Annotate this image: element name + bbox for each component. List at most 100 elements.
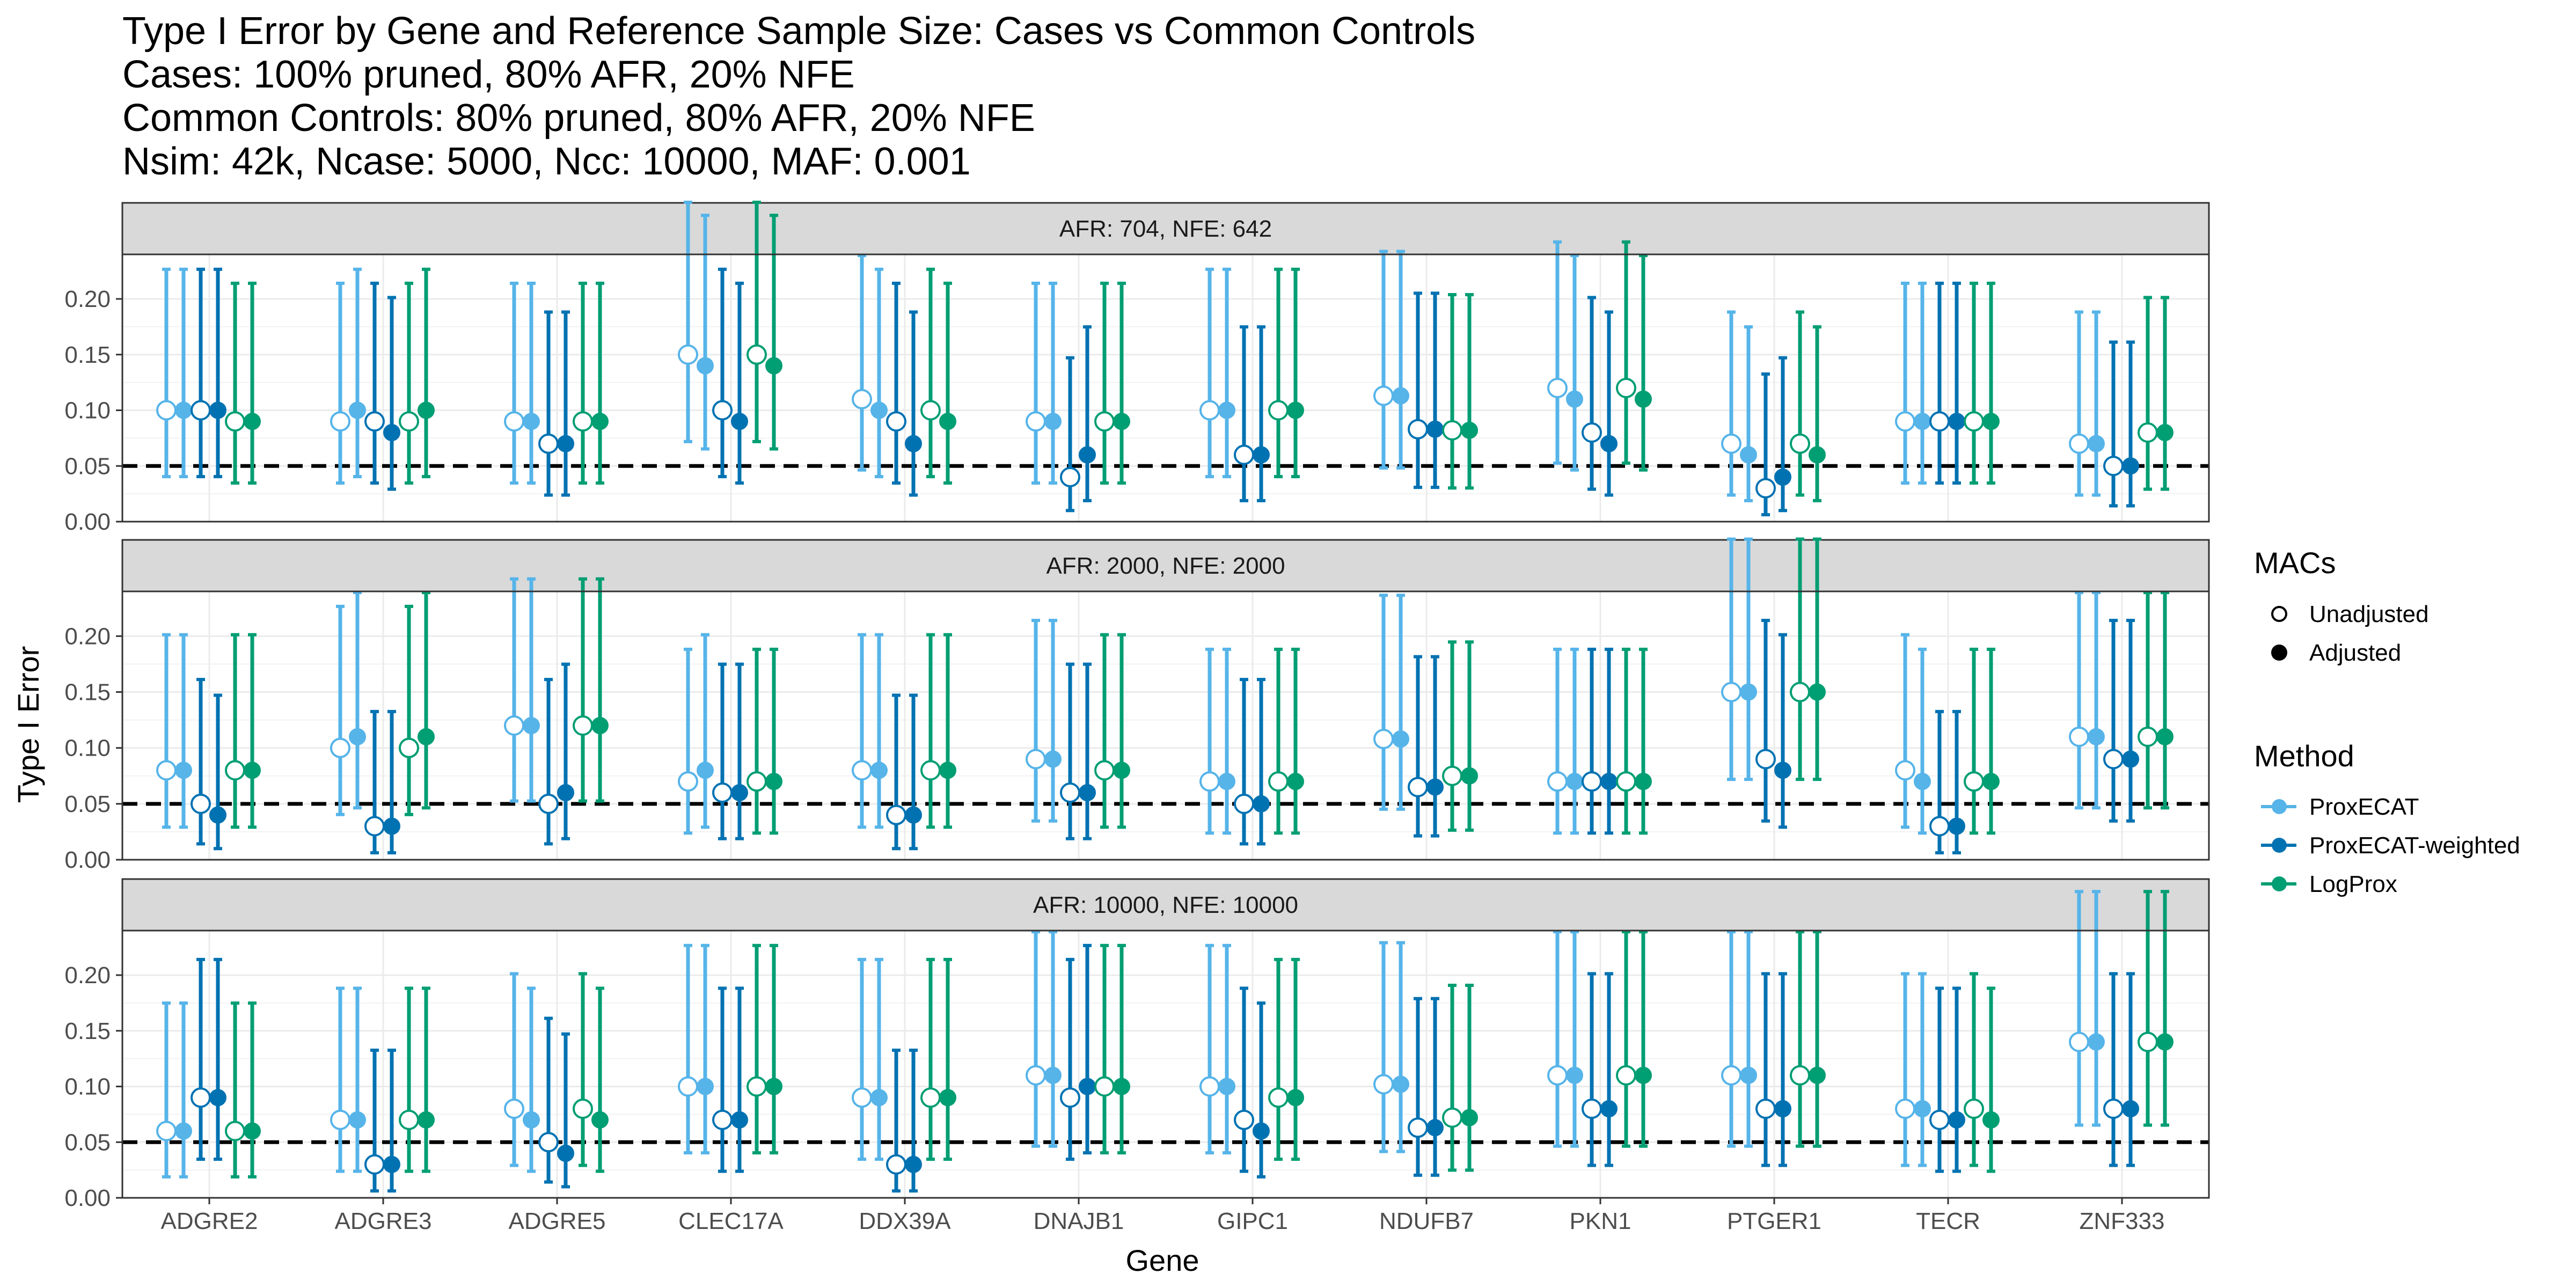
data-point xyxy=(1982,1111,2000,1129)
error-bar xyxy=(1379,250,1388,470)
error-bar xyxy=(596,577,604,803)
error-bar xyxy=(770,943,778,1155)
error-bar xyxy=(353,267,362,479)
data-point xyxy=(1914,1100,1931,1117)
error-bar xyxy=(422,986,430,1173)
data-point xyxy=(156,1121,177,1141)
error-bar xyxy=(1970,281,1978,485)
data-point xyxy=(209,1089,226,1107)
error-bar xyxy=(1605,647,1613,835)
data-point xyxy=(1044,1066,1062,1084)
chart-title: Type I Error by Gene and Reference Sampl… xyxy=(122,10,1475,183)
x-tick-label: ADGRE3 xyxy=(335,1208,432,1234)
data-point xyxy=(2156,424,2174,441)
error-bar xyxy=(1570,254,1579,472)
error-bar xyxy=(405,281,413,485)
y-tick-label: 0.05 xyxy=(64,791,111,817)
data-point xyxy=(747,771,767,792)
facet-strip xyxy=(121,878,2210,932)
data-point xyxy=(175,401,192,419)
panel-border xyxy=(121,590,2210,861)
error-bar xyxy=(2109,972,2118,1167)
panel-border xyxy=(121,930,2210,1199)
error-bar xyxy=(1274,957,1283,1161)
legend: MACs Unadjusted Adjusted Method ProxECAT… xyxy=(2254,546,2520,897)
title-line-2: Cases: 100% pruned, 80% AFR, 20% NFE xyxy=(122,53,855,96)
error-bar xyxy=(2109,340,2118,508)
data-point xyxy=(870,762,888,779)
error-bar xyxy=(579,281,587,485)
data-point xyxy=(731,1111,748,1129)
data-point xyxy=(1774,469,1791,486)
data-point xyxy=(1809,683,1826,701)
data-point xyxy=(1582,422,1602,443)
error-bar xyxy=(1622,647,1630,835)
data-point xyxy=(538,433,559,454)
error-bar xyxy=(1066,662,1074,840)
data-point xyxy=(573,1099,593,1119)
title-line-1: Type I Error by Gene and Reference Sampl… xyxy=(122,10,1475,53)
error-bar xyxy=(1431,655,1439,838)
error-bar xyxy=(1570,930,1579,1148)
error-bar xyxy=(1901,633,1909,829)
error-bar xyxy=(214,267,222,479)
error-bar xyxy=(684,943,692,1155)
data-point xyxy=(349,1111,366,1129)
data-point xyxy=(886,411,906,432)
data-point xyxy=(712,1109,733,1130)
data-point xyxy=(225,760,245,781)
data-point xyxy=(886,804,906,825)
data-point xyxy=(1234,1109,1254,1130)
error-bar xyxy=(735,662,744,840)
error-bar xyxy=(1049,930,1057,1148)
error-bar xyxy=(1727,537,1736,781)
x-tick-label: PTGER1 xyxy=(1727,1208,1821,1234)
error-bar xyxy=(579,972,587,1167)
data-point xyxy=(1060,467,1080,487)
data-point xyxy=(1253,1122,1270,1140)
error-bar xyxy=(1100,281,1109,485)
data-point xyxy=(712,400,733,421)
y-axis-title: Type I Error xyxy=(11,646,45,803)
error-bar xyxy=(1639,647,1648,835)
error-bar xyxy=(1448,293,1457,490)
facet-strip-label: AFR: 2000, NFE: 2000 xyxy=(1046,553,1285,579)
data-point xyxy=(678,771,698,792)
error-bar xyxy=(1083,662,1092,840)
data-point xyxy=(1268,771,1289,792)
data-point xyxy=(2138,1031,2158,1052)
error-bar xyxy=(405,604,413,816)
error-bar xyxy=(1117,943,1126,1155)
data-point xyxy=(504,411,524,432)
panel-border xyxy=(121,253,2210,523)
data-point xyxy=(905,806,922,824)
data-point xyxy=(1253,795,1270,813)
data-point xyxy=(939,1089,956,1107)
data-point xyxy=(1547,1065,1568,1086)
data-point xyxy=(1914,413,1931,430)
data-point xyxy=(870,1089,888,1107)
error-bar xyxy=(735,986,744,1173)
error-bar xyxy=(1240,986,1248,1173)
error-bar xyxy=(858,957,866,1161)
error-bar xyxy=(1570,647,1579,835)
error-bar xyxy=(2126,619,2135,823)
data-point xyxy=(523,717,540,734)
data-point xyxy=(1582,1099,1602,1119)
error-bar xyxy=(2143,296,2152,491)
title-line-4: Nsim: 42k, Ncase: 5000, Ncc: 10000, MAF:… xyxy=(122,140,971,183)
facet-panel-2: AFR: 2000, NFE: 2000 0.00 0.05 0.10 0.15 0.20 xyxy=(64,537,2210,873)
error-bar xyxy=(231,1001,239,1179)
data-point xyxy=(557,784,574,801)
data-point xyxy=(747,344,767,365)
data-point xyxy=(330,1109,350,1130)
error-bar xyxy=(1587,972,1596,1167)
error-bar xyxy=(1414,291,1422,489)
data-point xyxy=(557,1145,574,1162)
data-point xyxy=(1426,778,1444,796)
error-bar xyxy=(1918,647,1927,835)
data-point xyxy=(697,357,714,375)
data-point xyxy=(383,817,400,835)
data-point xyxy=(591,413,609,430)
